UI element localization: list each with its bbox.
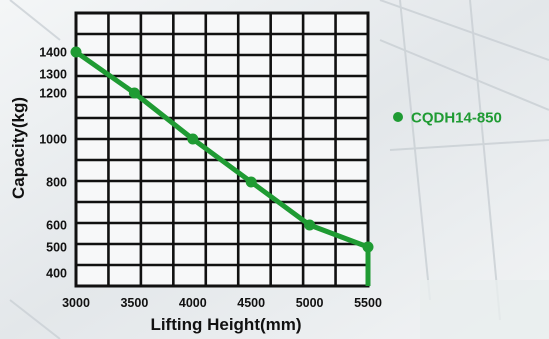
data-point xyxy=(70,46,82,58)
data-point xyxy=(245,176,257,188)
legend: CQDH14-850 xyxy=(393,110,502,127)
x-axis-ticks: 3000 3500 4000 4500 5000 5500 xyxy=(62,296,382,310)
data-point xyxy=(304,219,316,231)
y-tick-label: 600 xyxy=(46,219,67,233)
y-tick-label: 1300 xyxy=(39,68,67,82)
y-tick-label: 1200 xyxy=(39,87,67,101)
x-tick-label: 5000 xyxy=(296,296,324,310)
plot-frame xyxy=(74,11,370,288)
data-point xyxy=(362,241,374,253)
legend-marker xyxy=(393,112,403,122)
x-axis-label: Lifting Height(mm) xyxy=(150,315,301,334)
x-tick-label: 4000 xyxy=(179,296,207,310)
x-tick-label: 5500 xyxy=(354,296,382,310)
grid xyxy=(76,13,368,286)
y-tick-label: 1400 xyxy=(39,46,67,60)
x-tick-label: 3000 xyxy=(62,296,90,310)
plot-area xyxy=(74,11,370,288)
y-axis-ticks: 400 500 600 800 1000 1200 1300 1400 xyxy=(39,46,67,281)
y-tick-label: 800 xyxy=(46,176,67,190)
y-tick-label: 400 xyxy=(46,267,67,281)
x-tick-label: 4500 xyxy=(237,296,265,310)
series-layer xyxy=(70,46,374,286)
y-axis-label: Capacity(kg) xyxy=(9,97,28,199)
data-point xyxy=(128,87,140,99)
x-tick-label: 3500 xyxy=(120,296,148,310)
series-line xyxy=(73,49,371,250)
legend-label: CQDH14-850 xyxy=(411,110,502,127)
y-tick-label: 1000 xyxy=(39,133,67,147)
data-point xyxy=(187,133,199,145)
y-tick-label: 500 xyxy=(46,241,67,255)
